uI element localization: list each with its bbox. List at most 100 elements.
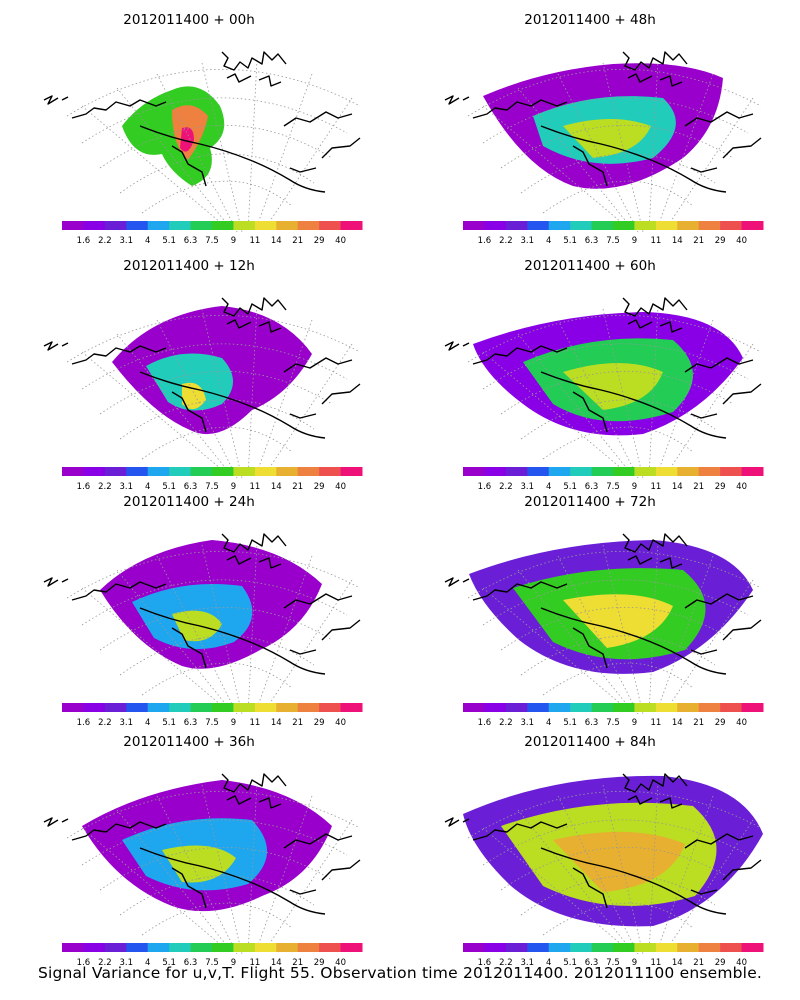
coastline <box>43 95 69 105</box>
coastline <box>622 297 688 317</box>
graticule-line <box>81 97 348 144</box>
colorbar-swatch <box>212 467 234 476</box>
coastline <box>321 619 361 641</box>
graticule-line <box>517 809 634 953</box>
map-domain <box>43 773 374 955</box>
colorbar-swatch <box>254 221 277 230</box>
coastline <box>283 357 353 373</box>
coastline <box>722 137 762 159</box>
colorbar-tick-label: 14 <box>271 718 282 728</box>
colorbar-tick-label: 40 <box>335 958 346 968</box>
graticule-line <box>656 795 714 952</box>
coastline <box>572 145 608 187</box>
colorbar-swatch <box>319 703 342 712</box>
coastline <box>472 99 568 119</box>
colorbar-tick-label: 21 <box>292 958 303 968</box>
coastline <box>472 581 568 601</box>
colorbar-tick-label: 6.3 <box>585 236 599 246</box>
colorbar-tick-label: 21 <box>292 718 303 728</box>
coastline <box>43 341 69 351</box>
colorbar-tick-label: 9 <box>231 958 236 968</box>
colorbar-tick-label: 4 <box>145 482 150 492</box>
map-domain <box>444 51 775 233</box>
colorbar-swatch <box>190 221 213 230</box>
colorbar-swatch <box>190 467 213 476</box>
graticule-line <box>255 73 313 230</box>
coastline <box>572 391 608 433</box>
colorbar-swatch <box>677 221 700 230</box>
colorbar-swatch <box>527 467 550 476</box>
colorbar-tick-label: 29 <box>715 958 726 968</box>
coastline <box>540 607 727 675</box>
colorbar-tick-label: 3.1 <box>521 236 535 246</box>
colorbar-swatch <box>505 221 528 230</box>
colorbar-tick-label: 3.1 <box>120 958 134 968</box>
colorbar-tick-label: 1.6 <box>77 482 91 492</box>
graticule-line <box>517 333 634 477</box>
graticule-line <box>520 399 716 440</box>
colorbar-tick-label: 9 <box>231 718 236 728</box>
coastline <box>684 111 754 127</box>
graticule-line <box>156 319 238 479</box>
colorbar-tick-label: 40 <box>335 718 346 728</box>
graticule-line <box>656 319 714 476</box>
coastline <box>226 73 282 87</box>
colorbar-tick-label: 9 <box>231 482 236 492</box>
colorbar-swatch <box>698 221 721 230</box>
coastline <box>722 383 762 405</box>
colorbar-tick-label: 9 <box>632 718 637 728</box>
colorbar-swatch <box>570 943 593 952</box>
coastline <box>71 345 167 365</box>
map-panel: 2012011400 + 72h 1.6 2.2 3.1 4 5.1 6.3 7.5 9 11 14… <box>444 494 775 728</box>
coastline <box>221 533 287 553</box>
colorbar-swatch <box>276 221 299 230</box>
coastline <box>627 555 683 569</box>
coastline <box>321 383 361 405</box>
graticule-line <box>267 343 353 471</box>
coastline <box>289 649 317 655</box>
coastline <box>283 111 353 127</box>
colorbar-swatch <box>698 943 721 952</box>
coastline <box>722 619 762 641</box>
graticule-line <box>201 62 243 233</box>
colorbar-swatch <box>297 703 320 712</box>
panel-title: 2012011400 + 84h <box>524 734 656 750</box>
coastline <box>690 889 718 895</box>
panel-title: 2012011400 + 72h <box>524 494 656 510</box>
colorbar-swatch <box>62 221 84 230</box>
colorbar-swatch <box>190 703 213 712</box>
figure-caption: Signal Variance for u,v,T. Flight 55. Ob… <box>37 964 763 982</box>
colorbar-swatch <box>319 467 342 476</box>
colorbar-swatch <box>319 943 342 952</box>
coastline <box>289 889 317 895</box>
graticule-line <box>668 97 754 225</box>
colorbar-swatch <box>634 943 657 952</box>
colorbar-swatch <box>104 467 127 476</box>
colorbar-tick-label: 5.1 <box>563 718 577 728</box>
colorbar-swatch <box>484 943 507 952</box>
colorbar-tick-label: 11 <box>249 718 260 728</box>
graticule-line <box>81 343 348 390</box>
colorbar-tick-label: 6.3 <box>585 718 599 728</box>
coastline <box>283 593 353 609</box>
colorbar-tick-label: 2.2 <box>98 236 112 246</box>
coastline <box>139 607 326 675</box>
coastline <box>690 649 718 655</box>
colorbar: 1.6 2.2 3.1 4 5.1 6.3 7.5 9 11 14 21 29 40 <box>463 943 764 968</box>
coastline <box>139 125 326 193</box>
colorbar-swatch <box>720 703 743 712</box>
colorbar-swatch <box>319 221 342 230</box>
panel-title: 2012011400 + 36h <box>123 734 255 750</box>
colorbar-swatch <box>254 703 277 712</box>
map-panel: 2012011400 + 60h 1.6 2.2 3.1 4 5.1 6.3 7.5 9 11 14… <box>444 258 775 492</box>
colorbar-swatch <box>340 703 363 712</box>
colorbar-tick-label: 1.6 <box>77 236 91 246</box>
coastline <box>684 833 754 849</box>
graticule-line <box>247 305 258 478</box>
colorbar-tick-label: 6.3 <box>585 958 599 968</box>
graticule-line <box>668 819 754 947</box>
colorbar-tick-label: 6.3 <box>585 482 599 492</box>
colorbar-tick-label: 1.6 <box>478 236 492 246</box>
variance-contour-fill <box>553 831 685 892</box>
colorbar-swatch <box>62 467 84 476</box>
